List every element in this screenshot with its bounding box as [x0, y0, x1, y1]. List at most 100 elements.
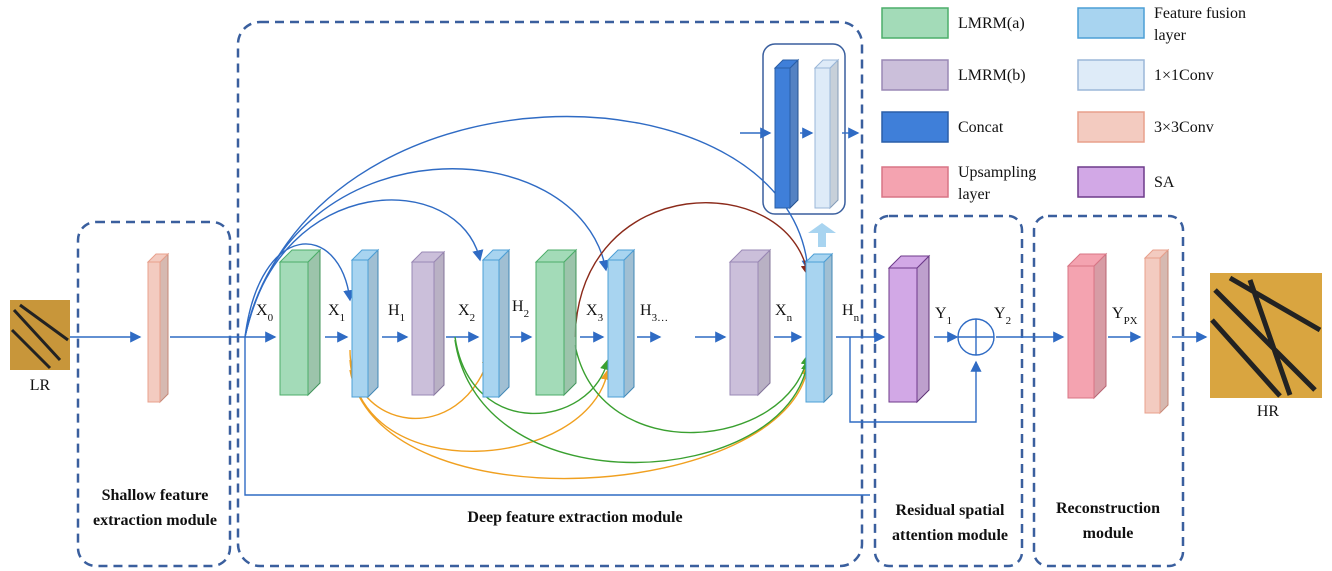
- module-label: Residual spatial: [896, 502, 1005, 519]
- block-side: [1160, 250, 1168, 413]
- feature-label: X0: [256, 302, 274, 324]
- module-label: module: [1083, 525, 1134, 542]
- legend-swatch: [882, 60, 948, 90]
- legend-label: 3×3Conv: [1154, 119, 1214, 136]
- block: [148, 254, 168, 402]
- hr-label: HR: [1257, 403, 1280, 420]
- feature-label: YPX: [1112, 305, 1138, 327]
- legend-label: LMRM(b): [958, 67, 1026, 84]
- block-side: [917, 256, 929, 402]
- legend-label: Concat: [958, 119, 1004, 136]
- feature-label: Y1: [935, 305, 952, 327]
- blocks: [148, 60, 1168, 413]
- block-front: [412, 262, 434, 395]
- block-front: [889, 268, 917, 402]
- feature-label: X3: [586, 302, 604, 324]
- feature-label: Hn: [842, 302, 860, 324]
- legend-swatch: [882, 8, 948, 38]
- legend-label: Upsampling: [958, 164, 1036, 181]
- block-front: [536, 262, 564, 395]
- feature-sub: 2: [524, 308, 530, 320]
- block-side: [830, 60, 838, 208]
- block-side: [564, 250, 576, 395]
- block: [536, 250, 576, 395]
- feature-base: H: [640, 302, 652, 319]
- feature-sub: 1: [400, 312, 406, 324]
- block: [889, 256, 929, 402]
- block: [1068, 254, 1106, 398]
- block: [352, 250, 378, 397]
- legend-label: Feature fusion: [1154, 5, 1246, 22]
- up-arrow: [808, 223, 836, 247]
- feature-sub: 2: [1006, 315, 1012, 327]
- lr-label: LR: [30, 377, 51, 394]
- block-front: [483, 260, 499, 397]
- module-label: Shallow feature: [102, 487, 209, 504]
- images: [10, 273, 1322, 398]
- feature-base: Y: [1112, 305, 1124, 322]
- legend-label: SA: [1154, 174, 1175, 191]
- block-front: [806, 262, 824, 402]
- feature-sub: 2: [470, 312, 476, 324]
- block-front: [352, 260, 368, 397]
- feature-sub: 1: [340, 312, 346, 324]
- block: [280, 250, 320, 395]
- block-side: [1094, 254, 1106, 398]
- feature-sub: 1: [947, 315, 953, 327]
- block-side: [758, 250, 770, 395]
- feature-base: Y: [935, 305, 947, 322]
- block: [412, 252, 444, 395]
- feature-base: H: [512, 298, 524, 315]
- diagram: LRHRX0X1H1X2H2X3H3…XnHnY1Y2YPXShallow fe…: [0, 0, 1332, 571]
- block: [815, 60, 838, 208]
- legend-swatch: [1078, 112, 1144, 142]
- feature-base: X: [458, 302, 470, 319]
- block-side: [624, 250, 634, 397]
- block-side: [160, 254, 168, 402]
- block-front: [730, 262, 758, 395]
- feature-base: X: [775, 302, 787, 319]
- block-front: [1068, 266, 1094, 398]
- module-label: extraction module: [93, 512, 217, 529]
- feature-base: X: [328, 302, 340, 319]
- feature-sub: 3…: [652, 312, 669, 324]
- feature-base: H: [842, 302, 854, 319]
- block-front: [608, 260, 624, 397]
- legend-swatch: [882, 112, 948, 142]
- block: [608, 250, 634, 397]
- block-side: [499, 250, 509, 397]
- feature-label: X1: [328, 302, 345, 324]
- legend-swatch: [1078, 167, 1144, 197]
- block-side: [368, 250, 378, 397]
- feature-label: H1: [388, 302, 405, 324]
- block-front: [1145, 258, 1160, 413]
- block-front: [280, 262, 308, 395]
- feature-base: X: [256, 302, 268, 319]
- legend-label: layer: [1154, 27, 1187, 44]
- block: [483, 250, 509, 397]
- feature-label: Xn: [775, 302, 793, 324]
- block-side: [434, 252, 444, 395]
- block-front: [148, 262, 160, 402]
- block-side: [824, 254, 832, 402]
- block: [775, 60, 798, 208]
- feature-base: Y: [994, 305, 1006, 322]
- feature-label: H3…: [640, 302, 668, 324]
- block-front: [775, 68, 790, 208]
- feature-sub: PX: [1124, 315, 1138, 327]
- block: [730, 250, 770, 395]
- block-front: [815, 68, 830, 208]
- legend-swatch: [882, 167, 948, 197]
- block: [806, 254, 832, 402]
- legend-swatch: [1078, 8, 1144, 38]
- legend-label: LMRM(a): [958, 15, 1025, 32]
- legend-label: layer: [958, 186, 991, 203]
- feature-base: X: [586, 302, 598, 319]
- feature-label: X2: [458, 302, 475, 324]
- feature-base: H: [388, 302, 400, 319]
- legend-swatch: [1078, 60, 1144, 90]
- block-side: [308, 250, 320, 395]
- feature-label: H2: [512, 298, 529, 320]
- block-side: [790, 60, 798, 208]
- module-label: attention module: [892, 527, 1008, 544]
